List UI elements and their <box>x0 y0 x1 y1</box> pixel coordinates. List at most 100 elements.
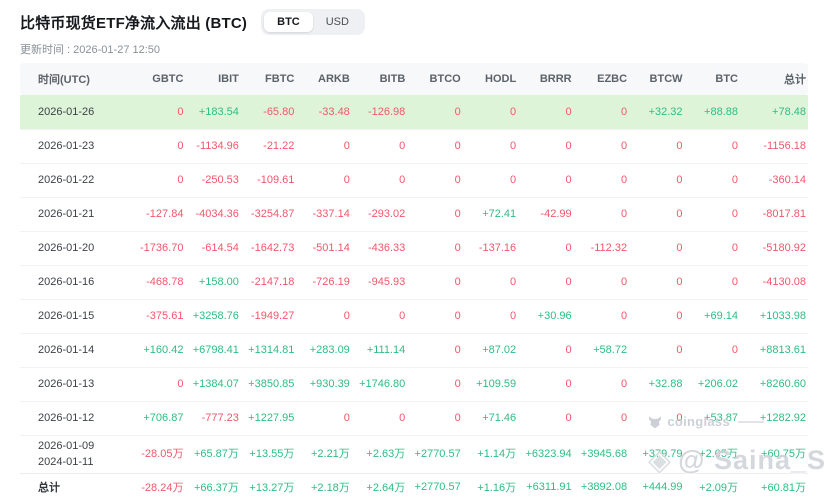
flow-value-cell: 0 <box>409 264 465 299</box>
column-header-btco: BTCO <box>409 63 465 95</box>
flow-value-cell: 0 <box>132 366 188 401</box>
flow-value-cell: 0 <box>575 400 632 435</box>
flow-value-cell: +1033.98 <box>742 298 808 333</box>
date-cell: 2026-01-15 <box>20 298 132 333</box>
flow-value-cell: +60.75万 <box>742 434 808 473</box>
flow-value-cell: -945.93 <box>353 264 410 299</box>
flow-value-cell: 0 <box>520 128 576 163</box>
flow-value-cell: 0 <box>520 366 576 401</box>
update-time: 更新时间 : 2026-01-27 12:50 <box>20 44 161 56</box>
flow-value-cell: +32.88 <box>631 366 687 401</box>
flow-value-cell: 0 <box>132 162 188 197</box>
flow-value-cell: +1227.95 <box>242 400 299 435</box>
flow-value-cell: -436.33 <box>353 230 410 265</box>
flow-value-cell: +8813.61 <box>742 332 808 367</box>
flow-value-cell: +111.14 <box>353 332 410 367</box>
flow-value-cell: +109.59 <box>464 366 521 401</box>
flow-value-cell: +87.02 <box>464 332 521 367</box>
flow-value-cell: -8017.81 <box>742 196 808 231</box>
currency-toggle[interactable]: BTC USD <box>261 9 365 35</box>
flow-value-cell: +58.72 <box>575 332 632 367</box>
flow-value-cell: -5180.92 <box>742 230 808 265</box>
flow-value-cell: 0 <box>409 196 465 231</box>
table-row: 2026-01-20 -1736.70 -614.54 -1642.73 -501.14… <box>20 230 808 265</box>
flow-value-cell: +6323.94 <box>520 434 576 473</box>
flow-value-cell: 0 <box>686 196 742 231</box>
flow-value-cell: +66.37万 <box>187 472 243 501</box>
flow-value-cell: -468.78 <box>132 264 188 299</box>
flow-value-cell: -3254.87 <box>242 196 299 231</box>
flow-value-cell: -1156.18 <box>742 128 808 163</box>
flow-value-cell: +69.14 <box>686 298 742 333</box>
flow-value-cell: +1384.07 <box>187 366 243 401</box>
table-row: 2026-01-15 -375.61 +3258.76 -1949.27 0 0 0 0 +30… <box>20 298 808 333</box>
flow-value-cell: +1314.81 <box>242 332 299 367</box>
flow-value-cell: -21.22 <box>242 128 299 163</box>
etf-flow-table-wrap: 时间(UTC) GBTC IBIT FBTC ARKB BITB BTCO HODL BRRR E… <box>20 63 808 501</box>
flow-value-cell: 0 <box>132 128 188 163</box>
flow-value-cell: +2.18万 <box>298 472 354 501</box>
date-cell: 2026-01-09 2024-01-11 <box>20 434 132 473</box>
flow-value-cell: 0 <box>298 128 354 163</box>
flow-value-cell: +72.41 <box>464 196 521 231</box>
flow-value-cell: 0 <box>520 230 576 265</box>
date-cell: 2026-01-23 <box>20 128 132 163</box>
column-header-arkb: ARKB <box>298 63 354 95</box>
flow-value-cell: 0 <box>409 298 465 333</box>
flow-value-cell: 0 <box>464 95 521 129</box>
flow-value-cell: 0 <box>631 332 687 367</box>
flow-value-cell: 0 <box>520 264 576 299</box>
column-header-btcw: BTCW <box>631 63 687 95</box>
flow-value-cell: 0 <box>631 128 687 163</box>
flow-value-cell: 0 <box>353 298 410 333</box>
flow-value-cell: +160.42 <box>132 332 188 367</box>
flow-value-cell: 0 <box>575 366 632 401</box>
total-label-cell: 总计 <box>20 472 132 501</box>
flow-value-cell: +2770.57 <box>409 472 465 501</box>
flow-value-cell: +706.87 <box>132 400 188 435</box>
table-row: 2026-01-09 2024-01-11 -28.05万 +65.87万 +13.55… <box>20 434 808 473</box>
column-header-bitb: BITB <box>353 63 410 95</box>
column-header-ezbc: EZBC <box>575 63 632 95</box>
flow-value-cell: -614.54 <box>187 230 243 265</box>
flow-value-cell: +13.55万 <box>242 434 299 473</box>
flow-value-cell: +6798.41 <box>187 332 243 367</box>
column-header-hodl: HODL <box>464 63 521 95</box>
table-total-row: 总计 -28.24万 +66.37万 +13.27万 +2.18万 +2.64万 +2770… <box>20 472 808 501</box>
flow-value-cell: -42.99 <box>520 196 576 231</box>
flow-value-cell: -2147.18 <box>242 264 299 299</box>
flow-value-cell: 0 <box>409 95 465 129</box>
column-header-ibit: IBIT <box>187 63 243 95</box>
column-header-gbtc: GBTC <box>132 63 188 95</box>
flow-value-cell: +206.02 <box>686 366 742 401</box>
toggle-option-usd[interactable]: USD <box>313 12 362 32</box>
flow-value-cell: 0 <box>631 400 687 435</box>
toggle-option-btc[interactable]: BTC <box>264 12 313 32</box>
column-header-brrr: BRRR <box>520 63 576 95</box>
flow-value-cell: -137.16 <box>464 230 521 265</box>
flow-value-cell: 0 <box>575 196 632 231</box>
flow-value-cell: 0 <box>575 95 632 129</box>
flow-value-cell: +30.96 <box>520 298 576 333</box>
flow-value-cell: -65.80 <box>242 95 299 129</box>
flow-value-cell: +3892.08 <box>575 472 632 501</box>
flow-value-cell: +60.81万 <box>742 472 808 501</box>
flow-value-cell: 0 <box>575 264 632 299</box>
date-cell: 2026-01-12 <box>20 400 132 435</box>
flow-value-cell: +32.32 <box>631 95 687 129</box>
flow-value-cell: +283.09 <box>298 332 354 367</box>
flow-value-cell: 0 <box>464 264 521 299</box>
flow-value-cell: +2.64万 <box>353 472 410 501</box>
flow-value-cell: 0 <box>409 162 465 197</box>
flow-value-cell: 0 <box>298 400 354 435</box>
flow-value-cell: 0 <box>298 298 354 333</box>
flow-value-cell: +3945.68 <box>575 434 632 473</box>
flow-value-cell: 0 <box>631 196 687 231</box>
flow-value-cell: +930.39 <box>298 366 354 401</box>
column-header-: 总计 <box>742 63 808 95</box>
flow-value-cell: -4034.36 <box>187 196 243 231</box>
date-cell: 2026-01-22 <box>20 162 132 197</box>
flow-value-cell: +1.14万 <box>464 434 521 473</box>
column-header-utc: 时间(UTC) <box>20 63 132 95</box>
flow-value-cell: +53.87 <box>686 400 742 435</box>
